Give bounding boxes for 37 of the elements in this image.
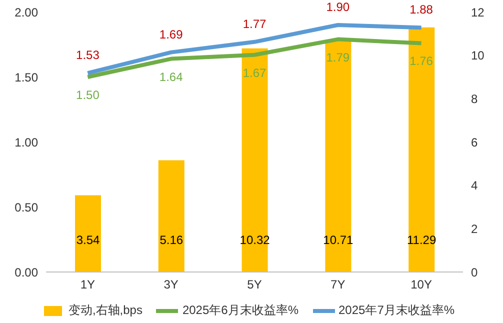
y2-tick-label: 8 [471,92,478,106]
bar [242,48,268,272]
data-label: 1.64 [159,70,184,84]
data-label: 1.79 [326,50,350,64]
data-label: 1.77 [242,16,266,31]
x-tick-label: 3Y [164,278,178,292]
bar [408,27,435,272]
bar [325,40,352,272]
y2-tick-label: 2 [471,222,478,236]
data-label: 3.54 [76,233,100,247]
x-tick-label: 10Y [410,278,432,292]
y2-tick-label: 6 [471,135,478,150]
y-tick-label: 0.50 [14,200,38,214]
data-label: 1.50 [76,88,100,102]
legend-label: 变动,右轴,bps [68,302,142,319]
y-tick-label: 1.50 [14,70,38,84]
data-label: 1.53 [76,48,100,62]
y2-tick-label: 4 [471,178,478,193]
y-tick-label: 2.00 [14,5,38,20]
y-tick-label: 0.00 [14,265,38,280]
y2-tick-label: 0 [471,265,478,280]
y2-tick-label: 10 [471,48,485,63]
x-tick-label: 7Y [330,278,346,292]
data-label: 1.69 [159,27,184,42]
data-label: 1.67 [242,66,266,80]
x-tick-label: 5Y [247,278,262,292]
y-tick-label: 1.00 [14,135,38,150]
data-label: 1.76 [410,54,434,68]
data-label: 5.16 [160,233,184,247]
legend-label: 2025年7月末收益率% [338,302,455,319]
bar [158,160,184,272]
legend-label: 2025年6月末收益率% [182,302,298,319]
x-tick-label: 1Y [80,278,96,292]
data-label: 1.90 [326,0,350,14]
y2-tick-label: 12 [471,5,485,20]
data-label: 1.88 [410,2,434,17]
bar [75,195,101,272]
